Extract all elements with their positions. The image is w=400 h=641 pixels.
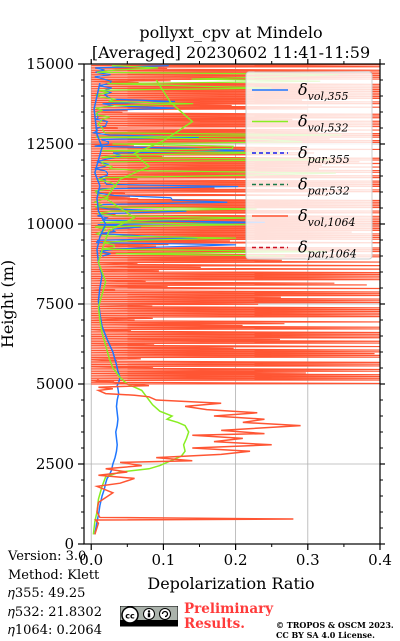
y-tick-label: 12500 (26, 135, 74, 153)
preliminary-line-2: Results. (184, 616, 245, 632)
legend-label: δpar,355 (298, 143, 350, 166)
eta355-text: 𝜂355: 49.25 (8, 586, 86, 601)
chart-title: pollyxt_cpv at Mindelo (139, 23, 322, 42)
retrieval-info: Version: 3.0 Method: Klett 𝜂355: 49.25 𝜂… (8, 548, 102, 641)
depolarization-chart: pollyxt_cpv at Mindelo [Averaged] 202306… (0, 23, 392, 593)
svg-text:cc: cc (125, 612, 135, 621)
y-axis-label: Height (m) (0, 260, 17, 348)
method-text: Method: Klett (8, 567, 100, 583)
cc-by-sa-icon: cc (120, 606, 178, 627)
preliminary-note: Preliminary Results. (184, 602, 273, 632)
y-tick-label: 0 (64, 535, 74, 553)
y-tick-label: 10000 (26, 215, 74, 233)
chart-subtitle: [Averaged] 20230602 11:41-11:59 (92, 43, 370, 62)
preliminary-line-1: Preliminary (184, 601, 274, 617)
eta532-text: 𝜂532: 21.8302 (8, 604, 102, 620)
legend-label: δpar,1064 (298, 238, 357, 261)
x-tick-label: 0.4 (368, 551, 392, 569)
x-tick-label: 0.1 (151, 551, 175, 569)
series-group (91, 64, 380, 535)
copyright-note: © TROPOS & OSCM 2023. CC BY SA 4.0 Licen… (276, 620, 394, 640)
y-tick-label: 5000 (36, 375, 74, 393)
x-tick-label: 0.0 (79, 551, 103, 569)
copyright-line-2: CC BY SA 4.0 License. (276, 630, 375, 640)
series-line-vol-355-noisy (91, 65, 265, 257)
legend-box (245, 71, 373, 260)
y-tick-label: 2500 (36, 455, 74, 473)
legend-label: δvol,532 (298, 112, 349, 135)
legend-label: δvol,1064 (298, 206, 356, 229)
copyright-line-1: © TROPOS & OSCM 2023. (276, 620, 394, 630)
legend-label: δvol,355 (298, 80, 349, 103)
series-line-vol-532 (92, 79, 194, 535)
y-tick-label: 15000 (26, 55, 74, 73)
version-text: Version: 3.0 (8, 549, 87, 564)
legend-label: δpar,532 (298, 175, 350, 198)
plot-area: 0.0 0.1 0.2 0.3 0.4 0 2500 5000 7500 10000 12500 15… (26, 55, 392, 569)
x-tick-label: 0.3 (296, 551, 320, 569)
x-tick-label: 0.2 (224, 551, 248, 569)
series-line-vol-532-noisy (93, 65, 342, 257)
y-tick-label: 7500 (36, 295, 74, 313)
series-line-vol-1064 (93, 378, 301, 535)
eta1064-text: 𝜂1064: 0.2064 (8, 623, 102, 638)
x-axis-label: Depolarization Ratio (147, 574, 314, 593)
